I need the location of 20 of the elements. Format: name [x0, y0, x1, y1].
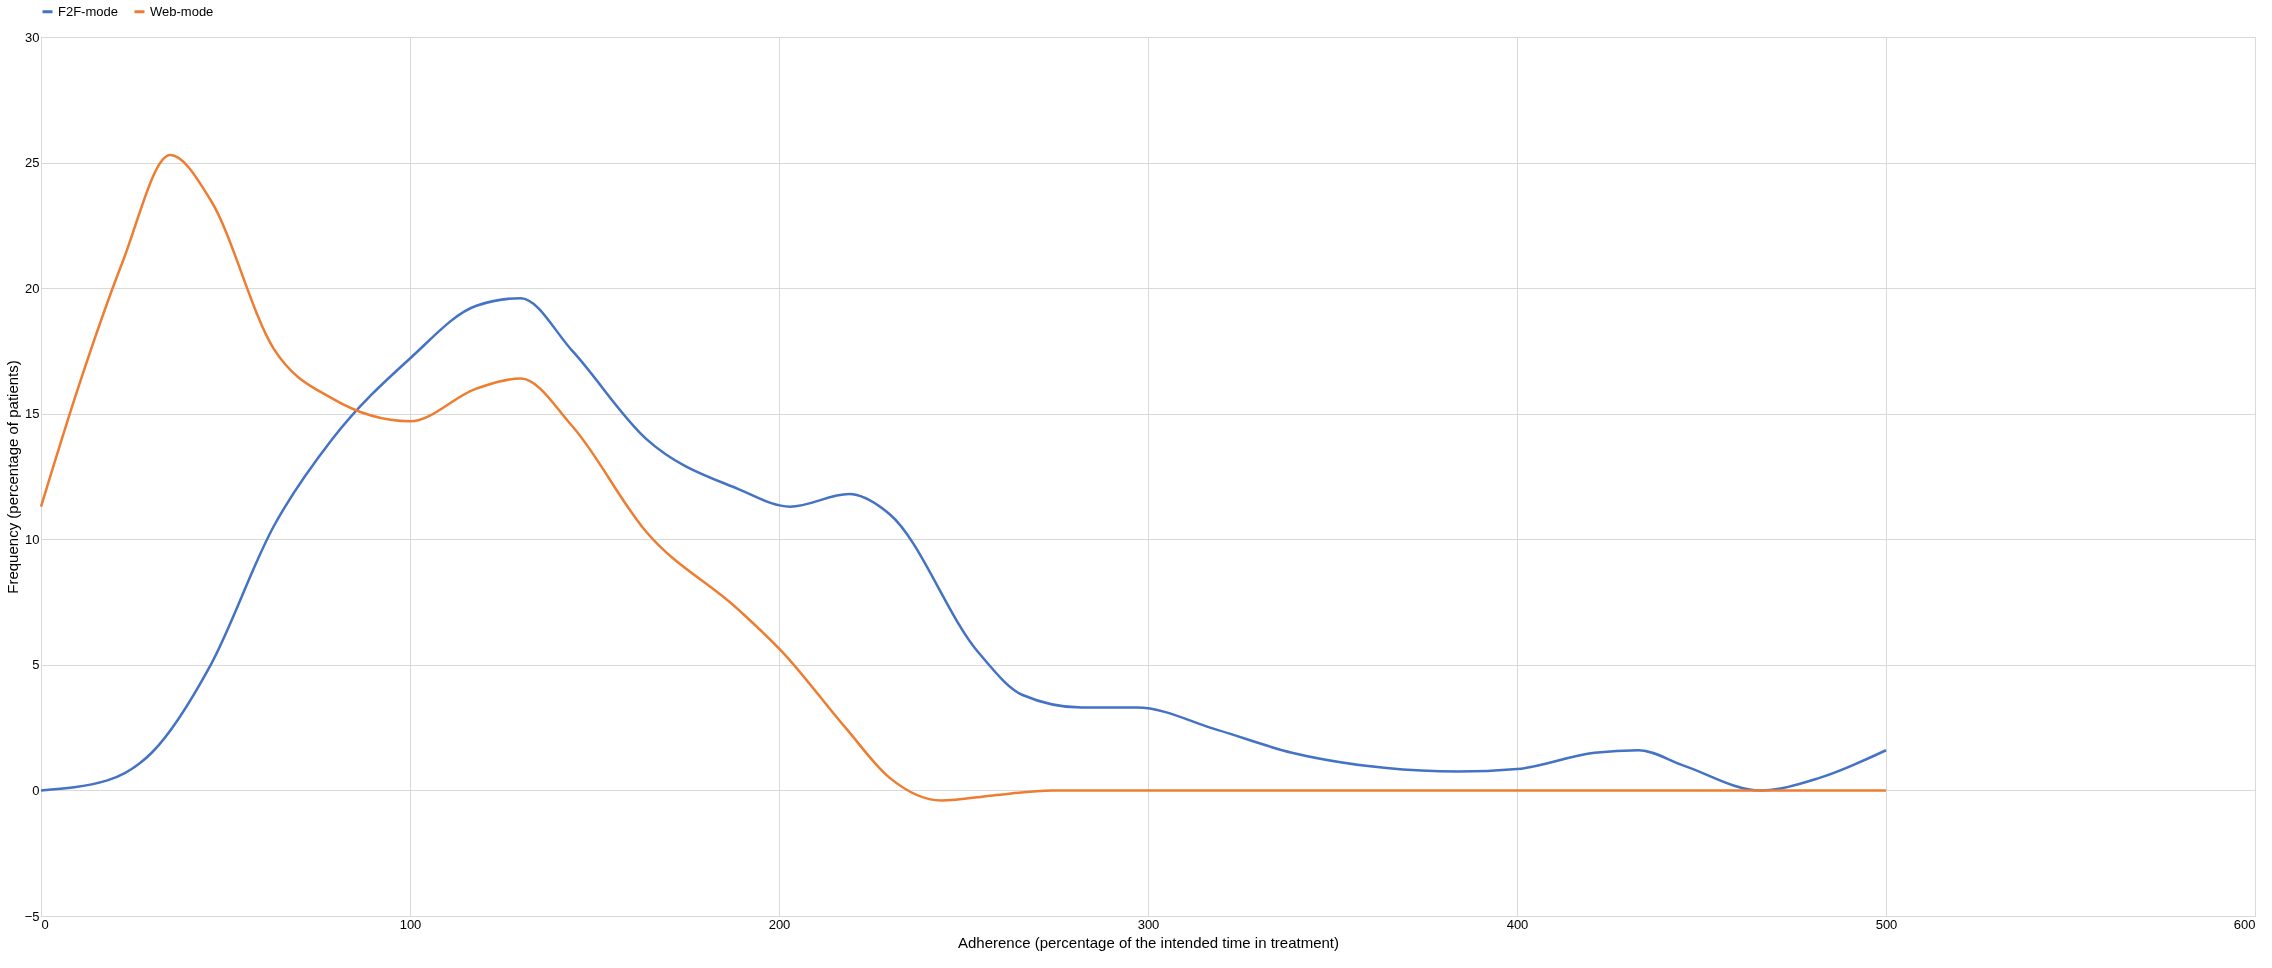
- line-series: [39, 153, 1888, 802]
- x-tick-label: 500: [1875, 916, 1898, 932]
- y-tick-label: 15: [25, 406, 40, 422]
- y-tick-label: 25: [25, 155, 40, 171]
- x-tick-label: 400: [1506, 916, 1529, 932]
- line-series: [39, 296, 1888, 792]
- y-tick-label: 0: [32, 782, 40, 798]
- y-tick-label: 5: [32, 657, 40, 673]
- y-tick-label: −5: [24, 908, 40, 924]
- legend-label: Web-mode: [150, 3, 214, 19]
- x-axis-title: Adherence (percentage of the intended time in treatment): [957, 933, 1340, 951]
- x-tick-label: 100: [399, 916, 422, 932]
- y-tick-label: 10: [25, 531, 40, 547]
- y-axis-title: Frequency (percentage of patients): [3, 360, 21, 594]
- legend-label: F2F-mode: [58, 3, 118, 19]
- x-tick-label: 600: [2233, 916, 2256, 932]
- y-tick-label: 20: [25, 280, 40, 296]
- x-tick-label: 200: [768, 916, 791, 932]
- y-tick-label: 30: [25, 29, 40, 45]
- x-tick-label: 300: [1137, 916, 1160, 932]
